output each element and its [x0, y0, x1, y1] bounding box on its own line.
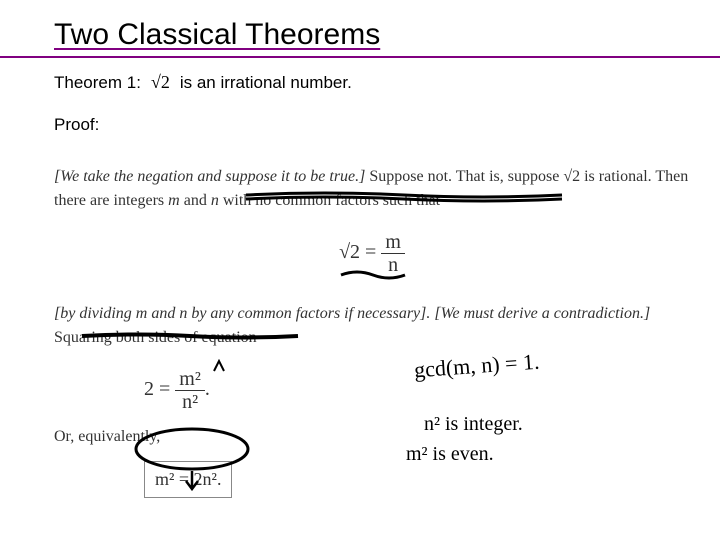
p1-n: n [211, 192, 219, 209]
eq2-den: n² [175, 391, 205, 413]
page-title: Two Classical Theorems [54, 18, 720, 52]
title-area: Two Classical Theorems [0, 18, 720, 58]
hand-m2: m² is even. [406, 439, 494, 469]
eq2-suffix: . [205, 378, 210, 400]
tilde-scribble [339, 269, 409, 281]
p1-f: and [180, 192, 211, 209]
eq1-num: m [381, 231, 405, 254]
down-arrow-icon [184, 471, 200, 493]
eq2-left: 2 = [144, 378, 175, 400]
eq1-left: √2 = [339, 241, 381, 263]
hand-n2: n² is integer. [424, 409, 523, 439]
theorem-label: Theorem 1: [54, 73, 141, 93]
circle-scribble [132, 423, 252, 475]
underline-scribble-1 [244, 189, 564, 203]
p1-m: m [168, 192, 180, 209]
proof-label: Proof: [54, 115, 690, 135]
content: Theorem 1: √2 is an irrational number. P… [0, 58, 720, 498]
theorem-text: is an irrational number. [180, 73, 352, 93]
p2-a: [by dividing m and n by any common facto… [54, 305, 650, 322]
p1-sqrt: √2 [563, 168, 580, 185]
p1-negation: [We take the negation and suppose it to … [54, 168, 365, 185]
title-underline [0, 56, 720, 58]
theorem-expr: √2 [151, 72, 170, 93]
mark-arrow-1 [212, 359, 226, 373]
eq2-num: m² [175, 368, 205, 391]
p1-b: Suppose not. That is, suppose [365, 168, 563, 185]
theorem-line: Theorem 1: √2 is an irrational number. [54, 72, 690, 93]
proof-body: [We take the negation and suppose it to … [54, 165, 690, 498]
slide: Two Classical Theorems Theorem 1: √2 is … [0, 0, 720, 540]
paragraph-2: [by dividing m and n by any common facto… [54, 302, 690, 350]
eq2-frac: m²n² [175, 368, 205, 413]
underline-scribble-2 [80, 331, 300, 341]
equation-2: 2 = m²n². [144, 368, 210, 413]
